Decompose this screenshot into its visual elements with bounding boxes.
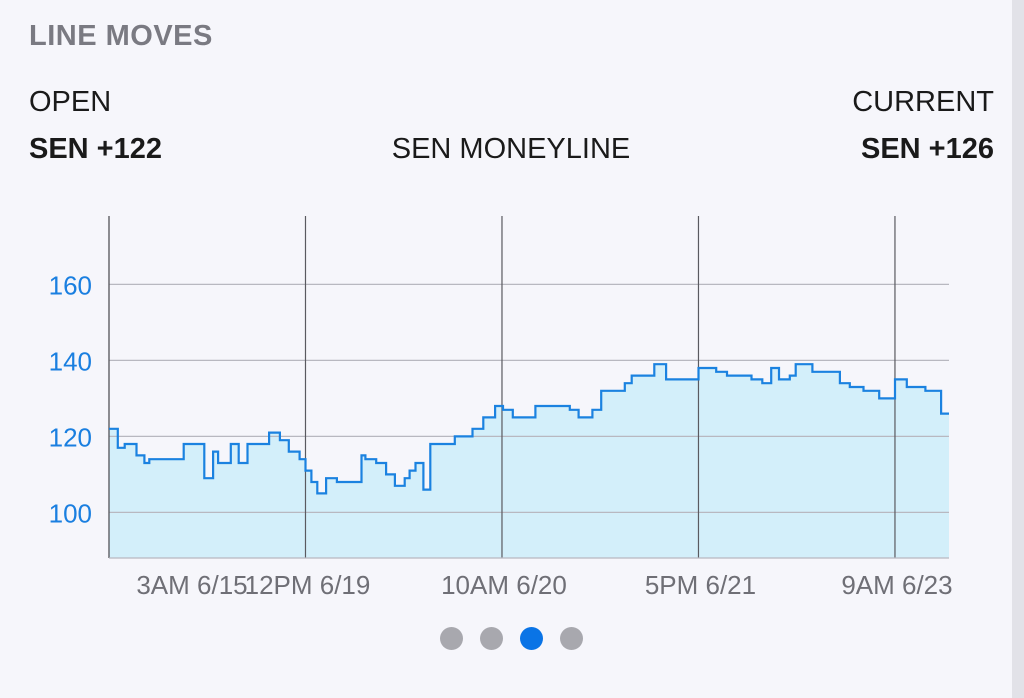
x-tick-label: 5PM 6/21 [645, 570, 756, 600]
page-indicator[interactable] [440, 627, 583, 650]
x-tick-label: 3AM 6/15 [136, 570, 247, 600]
y-tick-label: 160 [49, 270, 92, 300]
page-dot-1[interactable] [440, 627, 463, 650]
x-tick-label: 10AM 6/20 [441, 570, 567, 600]
current-label: CURRENT [852, 86, 994, 118]
y-tick-label: 100 [49, 498, 92, 528]
open-value: SEN +122 [29, 133, 163, 165]
page-dot-2[interactable] [480, 627, 503, 650]
open-label: OPEN [29, 86, 112, 118]
series-area [109, 364, 949, 558]
page-dot-4[interactable] [560, 627, 583, 650]
x-tick-label: 9AM 6/23 [841, 570, 952, 600]
y-tick-label: 140 [49, 346, 92, 376]
scroll-edge [1012, 0, 1024, 698]
y-tick-label: 120 [49, 422, 92, 452]
market-label: SEN MONEYLINE [391, 133, 631, 165]
series-line [109, 363, 949, 495]
x-tick-label: 12PM 6/19 [245, 570, 371, 600]
page-dot-3[interactable] [520, 627, 543, 650]
current-value: SEN +126 [860, 133, 994, 165]
section-title: LINE MOVES [29, 20, 213, 52]
